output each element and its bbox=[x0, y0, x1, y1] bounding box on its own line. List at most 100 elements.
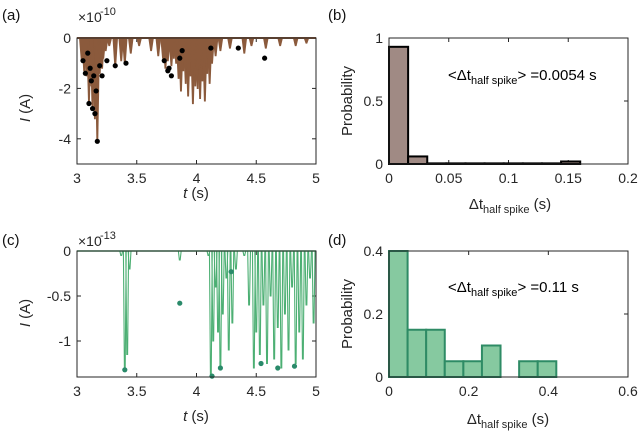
panel-a-spike bbox=[241, 37, 248, 54]
panel-d-axes-frame bbox=[388, 250, 629, 378]
panel-c-spike bbox=[297, 250, 302, 333]
panel-a-spike bbox=[102, 37, 109, 52]
panel-c-spike bbox=[211, 250, 216, 342]
panel-b-bar bbox=[407, 155, 429, 166]
panel-c-spike bbox=[293, 250, 298, 365]
panel-b-bar bbox=[388, 45, 410, 165]
panel-a-spike-marker bbox=[88, 78, 94, 84]
panel-c-spike bbox=[308, 250, 312, 279]
panel-a-spike-marker bbox=[82, 70, 88, 76]
panel-d-ytick-label: 0 bbox=[375, 369, 383, 385]
panel-d-ytick-label: 0.4 bbox=[364, 243, 384, 259]
panel-c-spike-marker bbox=[177, 300, 183, 306]
panel-a-spike-marker bbox=[97, 63, 103, 69]
panel-a-spike-marker bbox=[123, 60, 129, 66]
panel-d-xtick-label: 0 bbox=[385, 383, 393, 399]
panel-a-spike bbox=[303, 37, 310, 44]
panel-a-spike-marker bbox=[208, 45, 214, 51]
panel-c-label: (c) bbox=[2, 232, 20, 249]
panel-d-bar bbox=[443, 360, 465, 378]
panel-a-spike-marker bbox=[161, 58, 167, 64]
panel-a-spike bbox=[118, 37, 124, 62]
panel-c-spike bbox=[286, 250, 291, 351]
panel-a-spike-marker bbox=[86, 100, 92, 107]
panel-d-ylabel: Probability bbox=[339, 278, 356, 349]
panel-c-ylabel: I (A) bbox=[17, 299, 34, 327]
panel-c-axes-frame bbox=[76, 250, 317, 378]
panel-a-multiplier-base: ×10 bbox=[78, 9, 102, 25]
panel-a-label: (a) bbox=[2, 7, 20, 24]
panel-a-spike bbox=[227, 37, 233, 49]
panel-a: (a) ×10 -10 I (A) t (s) 3 3.5 4 4.5 5 0 -2 -4 bbox=[2, 6, 320, 202]
panel-c-spike-marker bbox=[291, 363, 298, 369]
panel-a-spike-marker bbox=[93, 88, 99, 94]
panel-c: (c) ×10 -13 I (A) t (s) 3 3.5 4 4.5 5 0 -0.5 -1 bbox=[2, 230, 320, 425]
panel-a-xtick-label: 3.5 bbox=[127, 170, 147, 186]
panel-a-xtick-label: 4 bbox=[193, 170, 201, 186]
panel-c-spike bbox=[300, 250, 305, 360]
panel-a-spike bbox=[112, 37, 118, 67]
panel-a-spike bbox=[128, 37, 134, 54]
panel-a-ylabel: I (A) bbox=[17, 94, 34, 122]
panel-a-spike-marker bbox=[99, 73, 105, 79]
panel-b-xtick-label: 0.05 bbox=[435, 170, 462, 186]
panel-c-spike bbox=[311, 250, 316, 324]
panel-d-label: (d) bbox=[328, 232, 346, 249]
panel-d-bar bbox=[388, 250, 409, 378]
panel-b-xtick-label: 0 bbox=[385, 170, 393, 186]
panel-c-multiplier: ×10 -13 bbox=[78, 230, 116, 249]
panel-a-spike-marker bbox=[91, 73, 97, 79]
panel-c-spike bbox=[247, 250, 252, 306]
panel-c-spike bbox=[282, 250, 287, 315]
panel-a-spike bbox=[292, 37, 299, 47]
panel-b-ytick-label: 0.5 bbox=[364, 93, 384, 109]
panel-b-ytick-label: 1 bbox=[375, 30, 383, 46]
panel-a-spike-marker bbox=[92, 111, 98, 117]
panel-a-spike-marker bbox=[179, 48, 185, 54]
panel-a-spike-marker bbox=[262, 55, 268, 61]
panel-d-bar bbox=[462, 360, 483, 378]
panel-a-spike-marker bbox=[89, 105, 96, 112]
panel-c-spike-marker bbox=[209, 373, 215, 379]
panel-a-spike-marker bbox=[235, 45, 241, 51]
panel-a-spike bbox=[277, 37, 283, 47]
panel-c-spike bbox=[125, 250, 130, 356]
panel-b: (b) Probability Δthalf spike (s) <Δthalf… bbox=[328, 7, 638, 216]
panel-a-spike-marker bbox=[80, 58, 86, 64]
panel-a-spike-marker bbox=[94, 138, 100, 144]
panel-a-spike-marker bbox=[104, 58, 110, 64]
panel-c-spike bbox=[127, 250, 132, 270]
panel-c-spike-marker bbox=[258, 360, 264, 367]
panel-a-spike bbox=[106, 37, 113, 47]
panel-c-spike bbox=[254, 250, 259, 333]
panel-c-ytick-label: -0.5 bbox=[47, 288, 71, 304]
panel-a-multiplier: ×10 -10 bbox=[78, 6, 116, 25]
panel-a-spike-marker bbox=[112, 63, 118, 69]
panel-d-annotation: <Δthalf spike> =0.11 s bbox=[448, 279, 579, 299]
panel-d-bar bbox=[518, 360, 539, 378]
panel-a-ytick-label: 0 bbox=[63, 30, 71, 46]
panel-b-xtick-label: 0.2 bbox=[618, 170, 638, 186]
panel-b-xtick-label: 0.1 bbox=[499, 170, 519, 186]
panel-a-spike bbox=[248, 37, 255, 47]
panel-d-bar bbox=[480, 344, 502, 378]
panel-c-spike bbox=[257, 250, 262, 356]
panel-a-xtick-label: 4.5 bbox=[247, 170, 267, 186]
panel-a-ytick-label: -4 bbox=[59, 131, 72, 147]
panel-d-bar bbox=[406, 328, 428, 378]
panel-c-ytick-label: -1 bbox=[59, 333, 72, 349]
panel-d-bar bbox=[536, 360, 558, 378]
panel-a-axes-frame bbox=[76, 37, 317, 165]
panel-c-spike bbox=[268, 250, 273, 297]
panel-d: (d) Probability Δthalf spike (s) <Δthalf… bbox=[328, 232, 638, 431]
panel-c-spike bbox=[226, 250, 231, 351]
panel-a-spike bbox=[122, 37, 128, 64]
panel-d-xtick-label: 0.4 bbox=[539, 383, 559, 399]
panel-c-xtick-label: 5 bbox=[312, 383, 320, 399]
panel-d-xtick-label: 0.6 bbox=[618, 383, 638, 399]
panel-c-spike-marker bbox=[217, 365, 223, 371]
panel-c-spike bbox=[290, 250, 295, 288]
panel-c-xtick-label: 3 bbox=[73, 383, 81, 399]
panel-c-xlabel: t (s) bbox=[183, 408, 209, 425]
